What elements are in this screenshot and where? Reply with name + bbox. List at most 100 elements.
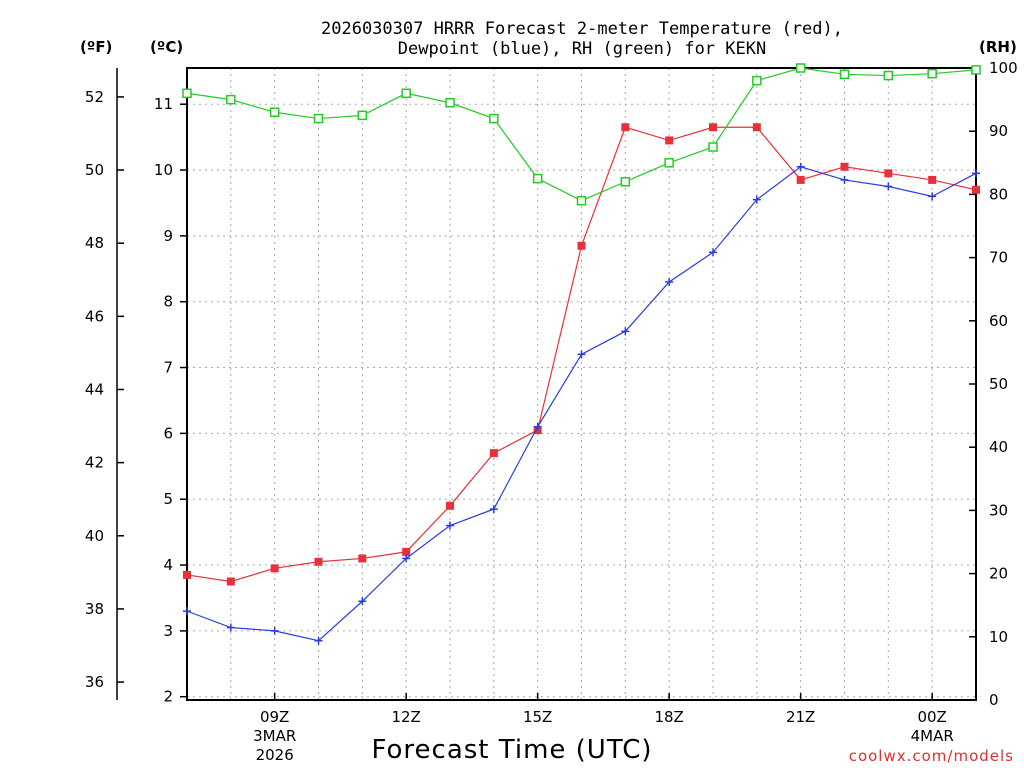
x-tick-label: 18Z bbox=[654, 708, 683, 726]
credit-link[interactable]: coolwx.com/models bbox=[849, 747, 1014, 765]
rh-point bbox=[226, 94, 236, 105]
rh-tick-label: 60 bbox=[989, 312, 1008, 330]
dewpoint-point bbox=[533, 422, 542, 431]
dewpoint-point bbox=[358, 597, 367, 606]
rh-tick-label: 30 bbox=[989, 501, 1008, 519]
dewpoint-point bbox=[840, 175, 849, 184]
dewpoint-point bbox=[796, 162, 805, 171]
rh-unit-label: (RH) bbox=[979, 38, 1017, 56]
dewpoint-point bbox=[928, 192, 937, 201]
dewpoint-point bbox=[270, 626, 279, 635]
temperature-point bbox=[402, 547, 411, 556]
dewpoint-point bbox=[183, 607, 191, 616]
dewpoint-point bbox=[884, 182, 893, 191]
rh-tick-label: 10 bbox=[989, 628, 1008, 646]
rh-point bbox=[708, 142, 718, 152]
rh-tick-label: 40 bbox=[989, 438, 1008, 456]
dewpoint-point bbox=[752, 195, 761, 204]
celsius-tick-label: 5 bbox=[163, 490, 173, 508]
x-tick-date-label: 4MAR bbox=[911, 727, 954, 745]
rh-point bbox=[313, 113, 324, 124]
rh-point bbox=[532, 173, 543, 184]
rh-tick-label: 20 bbox=[989, 565, 1008, 583]
dewpoint-point bbox=[972, 169, 980, 178]
temperature-point bbox=[709, 123, 717, 132]
x-tick-year-label: 2026 bbox=[256, 746, 294, 764]
gridlines bbox=[187, 68, 976, 700]
celsius-tick-label: 3 bbox=[163, 622, 173, 640]
celsius-tick-label: 8 bbox=[163, 293, 173, 311]
rh-point bbox=[182, 88, 192, 99]
temperature-point bbox=[665, 136, 674, 145]
temperature-point bbox=[796, 175, 805, 184]
rh-point bbox=[269, 107, 280, 117]
rh-tick-label: 100 bbox=[989, 59, 1018, 77]
fahrenheit-tick-label: 38 bbox=[85, 600, 104, 618]
axes bbox=[116, 67, 977, 701]
rh-tick-label: 0 bbox=[989, 691, 999, 709]
rh-point bbox=[752, 75, 762, 86]
rh-point bbox=[795, 63, 806, 73]
temperature-point bbox=[577, 241, 586, 250]
rh-point bbox=[489, 113, 499, 124]
rh-point bbox=[664, 158, 674, 168]
celsius-tick-label: 6 bbox=[163, 424, 173, 442]
celsius-tick-label: 4 bbox=[163, 556, 173, 574]
dewpoint-point bbox=[577, 350, 586, 359]
fahrenheit-tick-label: 50 bbox=[85, 161, 104, 179]
fahrenheit-tick-label: 42 bbox=[85, 454, 104, 472]
celsius-unit-label: (ºC) bbox=[150, 38, 183, 56]
x-tick-label: 21Z bbox=[786, 708, 815, 726]
dewpoint-point bbox=[226, 623, 235, 632]
rh-tick-label: 80 bbox=[989, 185, 1008, 203]
rh-point bbox=[620, 177, 631, 187]
fahrenheit-tick-label: 52 bbox=[85, 88, 104, 106]
dewpoint-point bbox=[709, 248, 717, 257]
temperature-point bbox=[270, 564, 279, 573]
x-tick-label: 00Z bbox=[917, 708, 946, 726]
x-tick-label: 15Z bbox=[523, 708, 552, 726]
temperature-point bbox=[358, 554, 367, 563]
fahrenheit-unit-label: (ºF) bbox=[80, 38, 112, 56]
dewpoint-point bbox=[665, 277, 674, 286]
rh-tick-label: 50 bbox=[989, 375, 1008, 393]
rh-point bbox=[357, 110, 368, 121]
rh-point bbox=[883, 70, 894, 81]
x-axis-label: Forecast Time (UTC) bbox=[371, 735, 652, 765]
dewpoint-point bbox=[314, 636, 323, 645]
temperature-point bbox=[884, 169, 893, 178]
celsius-tick-label: 10 bbox=[154, 161, 173, 179]
temperature-point bbox=[928, 175, 937, 184]
temperature-point bbox=[183, 570, 191, 579]
temperature-point bbox=[752, 123, 761, 132]
celsius-tick-label: 11 bbox=[154, 95, 173, 113]
fahrenheit-tick-label: 40 bbox=[85, 527, 104, 545]
fahrenheit-tick-label: 48 bbox=[85, 234, 104, 252]
celsius-tick-label: 7 bbox=[163, 359, 173, 377]
fahrenheit-tick-label: 44 bbox=[85, 380, 104, 398]
fahrenheit-tick-label: 36 bbox=[85, 673, 104, 691]
chart-title-line1: 2026030307 HRRR Forecast 2-meter Tempera… bbox=[321, 19, 843, 39]
dewpoint-point bbox=[489, 505, 498, 514]
rh-point bbox=[576, 195, 587, 206]
rh-point bbox=[839, 69, 850, 80]
temperature-point bbox=[840, 162, 849, 171]
rh-tick-label: 90 bbox=[989, 122, 1008, 140]
celsius-tick-label: 2 bbox=[163, 688, 173, 706]
tick-labels: 2 3 4 5 6 7 8 9 10 11 36 38 40 42 44 46 48 50 52 0 10 20 30 40 5… bbox=[85, 59, 1018, 764]
chart-title-line2: Dewpoint (blue), RH (green) for KEKN bbox=[398, 39, 766, 59]
dewpoint-point bbox=[621, 327, 630, 336]
temperature-point bbox=[489, 449, 498, 458]
dewpoint-point bbox=[446, 521, 454, 530]
temperature-point bbox=[446, 501, 454, 510]
x-tick-label: 09Z bbox=[260, 708, 289, 726]
x-tick-date-label: 3MAR bbox=[253, 727, 296, 745]
temperature-point bbox=[621, 123, 630, 132]
plot-frame bbox=[186, 67, 977, 701]
rh-tick-label: 70 bbox=[989, 249, 1008, 267]
temperature-point bbox=[972, 185, 980, 194]
temperature-point bbox=[226, 577, 235, 586]
rh-point bbox=[401, 88, 411, 99]
celsius-tick-label: 9 bbox=[163, 227, 173, 245]
